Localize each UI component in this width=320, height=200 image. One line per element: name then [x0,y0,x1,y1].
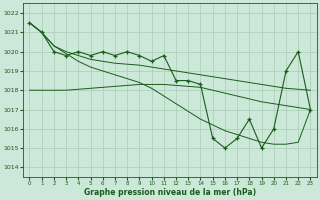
X-axis label: Graphe pression niveau de la mer (hPa): Graphe pression niveau de la mer (hPa) [84,188,256,197]
